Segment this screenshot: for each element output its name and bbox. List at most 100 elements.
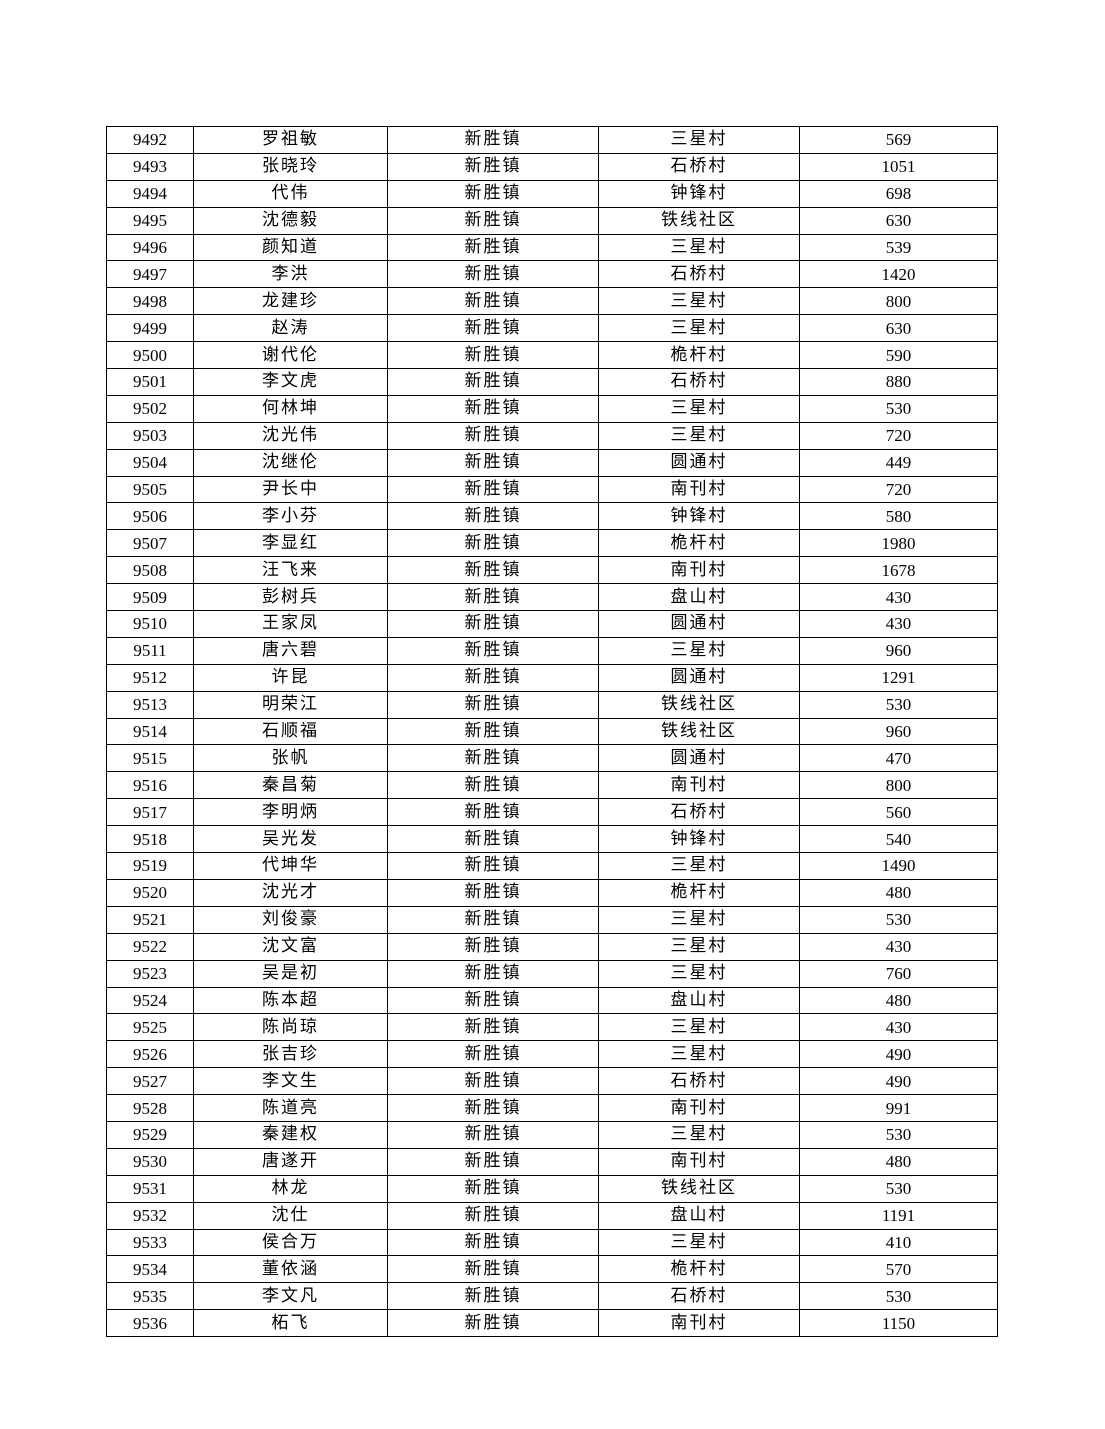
cell-amount: 580	[799, 502, 998, 531]
table-body: 9492 罗祖敏 新胜镇 三星村 569 9493 张晓玲 新胜镇 石桥村 1051 9494 代伟新…	[106, 126, 998, 1338]
cell-town: 新胜镇	[387, 529, 599, 558]
table-row: 9517 李明炳 新胜镇 石桥村 560	[106, 798, 998, 827]
cell-town: 新胜镇	[387, 690, 599, 719]
cell-town: 新胜镇	[387, 233, 599, 262]
cell-id: 9524	[106, 986, 194, 1015]
cell-id: 9514	[106, 717, 194, 746]
cell-id: 9534	[106, 1255, 194, 1284]
cell-town: 新胜镇	[387, 744, 599, 773]
cell-amount: 430	[799, 583, 998, 612]
table-row: 9512 许昆 新胜镇 圆通村 1291	[106, 663, 998, 692]
table-row: 9527 李文生 新胜镇 石桥村 490	[106, 1067, 998, 1096]
cell-town: 新胜镇	[387, 610, 599, 638]
table-row: 9535 李文凡 新胜镇 石桥村 530	[106, 1282, 998, 1311]
cell-village: 钟锋村	[598, 179, 800, 208]
cell-amount: 1420	[799, 260, 998, 289]
subsidy-recipients-table: 9492 罗祖敏 新胜镇 三星村 569 9493 张晓玲 新胜镇 石桥村 1051 9494 代伟新…	[106, 126, 998, 1338]
table-row: 9500 谢代伦 新胜镇 桅杆村 590	[106, 341, 998, 370]
cell-id: 9513	[106, 690, 194, 719]
table-row: 9502 何林坤 新胜镇 三星村 530	[106, 394, 998, 423]
cell-town: 新胜镇	[387, 1282, 599, 1311]
cell-id: 9516	[106, 771, 194, 800]
cell-id: 9509	[106, 583, 194, 612]
cell-amount: 570	[799, 1255, 998, 1284]
cell-amount: 410	[799, 1228, 998, 1257]
table-row: 9525 陈尚琼 新胜镇 三星村 430	[106, 1013, 998, 1042]
cell-town: 新胜镇	[387, 717, 599, 746]
cell-id: 9510	[106, 610, 194, 638]
cell-amount: 430	[799, 932, 998, 961]
table-row: 9526 张吉珍 新胜镇 三星村 490	[106, 1040, 998, 1069]
cell-town: 新胜镇	[387, 905, 599, 934]
cell-village: 铁线社区	[598, 717, 800, 746]
cell-id: 9533	[106, 1228, 194, 1257]
cell-name: 王家凤	[193, 610, 388, 638]
table-row: 9534 董依涵 新胜镇 桅杆村 570	[106, 1255, 998, 1284]
cell-name: 李文生	[193, 1067, 388, 1096]
cell-name: 李小芬	[193, 502, 388, 531]
cell-id: 9530	[106, 1147, 194, 1176]
table-row: 9495 沈德毅 新胜镇 铁线社区 630	[106, 206, 998, 235]
cell-amount: 880	[799, 368, 998, 396]
cell-town: 新胜镇	[387, 636, 599, 665]
cell-id: 9532	[106, 1201, 194, 1230]
cell-name: 代坤华	[193, 852, 388, 880]
cell-amount: 490	[799, 1067, 998, 1096]
table-row: 9511 唐六碧 新胜镇 三星村 960	[106, 636, 998, 665]
table-row: 9528 陈道亮 新胜镇 南刊村 991	[106, 1094, 998, 1122]
cell-name: 沈光才	[193, 878, 388, 907]
cell-village: 三星村	[598, 421, 800, 450]
cell-amount: 490	[799, 1040, 998, 1069]
cell-id: 9523	[106, 959, 194, 988]
table-row: 9497 李洪 新胜镇 石桥村 1420	[106, 260, 998, 289]
cell-id: 9492	[106, 126, 194, 154]
cell-town: 新胜镇	[387, 852, 599, 880]
table-row: 9530 唐遂开 新胜镇 南刊村 480	[106, 1147, 998, 1176]
cell-name: 秦建权	[193, 1120, 388, 1149]
table-row: 9523 吴是初 新胜镇 三星村 760	[106, 959, 998, 988]
cell-name: 柘飞	[193, 1309, 388, 1338]
table-row: 9494 代伟 新胜镇 钟锋村 698	[106, 179, 998, 208]
cell-name: 沈仕	[193, 1201, 388, 1230]
cell-village: 铁线社区	[598, 206, 800, 235]
cell-id: 9531	[106, 1174, 194, 1203]
cell-town: 新胜镇	[387, 1094, 599, 1122]
cell-village: 盘山村	[598, 986, 800, 1015]
cell-name: 沈光伟	[193, 421, 388, 450]
cell-id: 9527	[106, 1067, 194, 1096]
cell-village: 石桥村	[598, 368, 800, 396]
table-row: 9493 张晓玲 新胜镇 石桥村 1051	[106, 152, 998, 181]
cell-village: 桅杆村	[598, 878, 800, 907]
cell-amount: 720	[799, 421, 998, 450]
cell-amount: 480	[799, 986, 998, 1015]
table-row: 9498 龙建珍 新胜镇 三星村 800	[106, 287, 998, 316]
cell-town: 新胜镇	[387, 502, 599, 531]
cell-village: 铁线社区	[598, 1174, 800, 1203]
cell-amount: 1191	[799, 1201, 998, 1230]
cell-town: 新胜镇	[387, 771, 599, 800]
cell-id: 9529	[106, 1120, 194, 1149]
cell-name: 唐六碧	[193, 636, 388, 665]
cell-town: 新胜镇	[387, 556, 599, 585]
cell-id: 9512	[106, 663, 194, 692]
table-row: 9524 陈本超 新胜镇 盘山村 480	[106, 986, 998, 1015]
cell-id: 9526	[106, 1040, 194, 1069]
cell-village: 三星村	[598, 314, 800, 343]
cell-id: 9495	[106, 206, 194, 235]
cell-name: 张晓玲	[193, 152, 388, 181]
cell-village: 三星村	[598, 1120, 800, 1149]
cell-amount: 630	[799, 206, 998, 235]
cell-village: 石桥村	[598, 798, 800, 827]
cell-name: 沈德毅	[193, 206, 388, 235]
cell-name: 李洪	[193, 260, 388, 289]
cell-id: 9500	[106, 341, 194, 370]
table-row: 9522 沈文富 新胜镇 三星村 430	[106, 932, 998, 961]
cell-id: 9501	[106, 368, 194, 396]
cell-amount: 1150	[799, 1309, 998, 1338]
cell-village: 三星村	[598, 394, 800, 423]
cell-town: 新胜镇	[387, 1120, 599, 1149]
cell-id: 9498	[106, 287, 194, 316]
cell-id: 9496	[106, 233, 194, 262]
cell-village: 三星村	[598, 233, 800, 262]
cell-name: 何林坤	[193, 394, 388, 423]
